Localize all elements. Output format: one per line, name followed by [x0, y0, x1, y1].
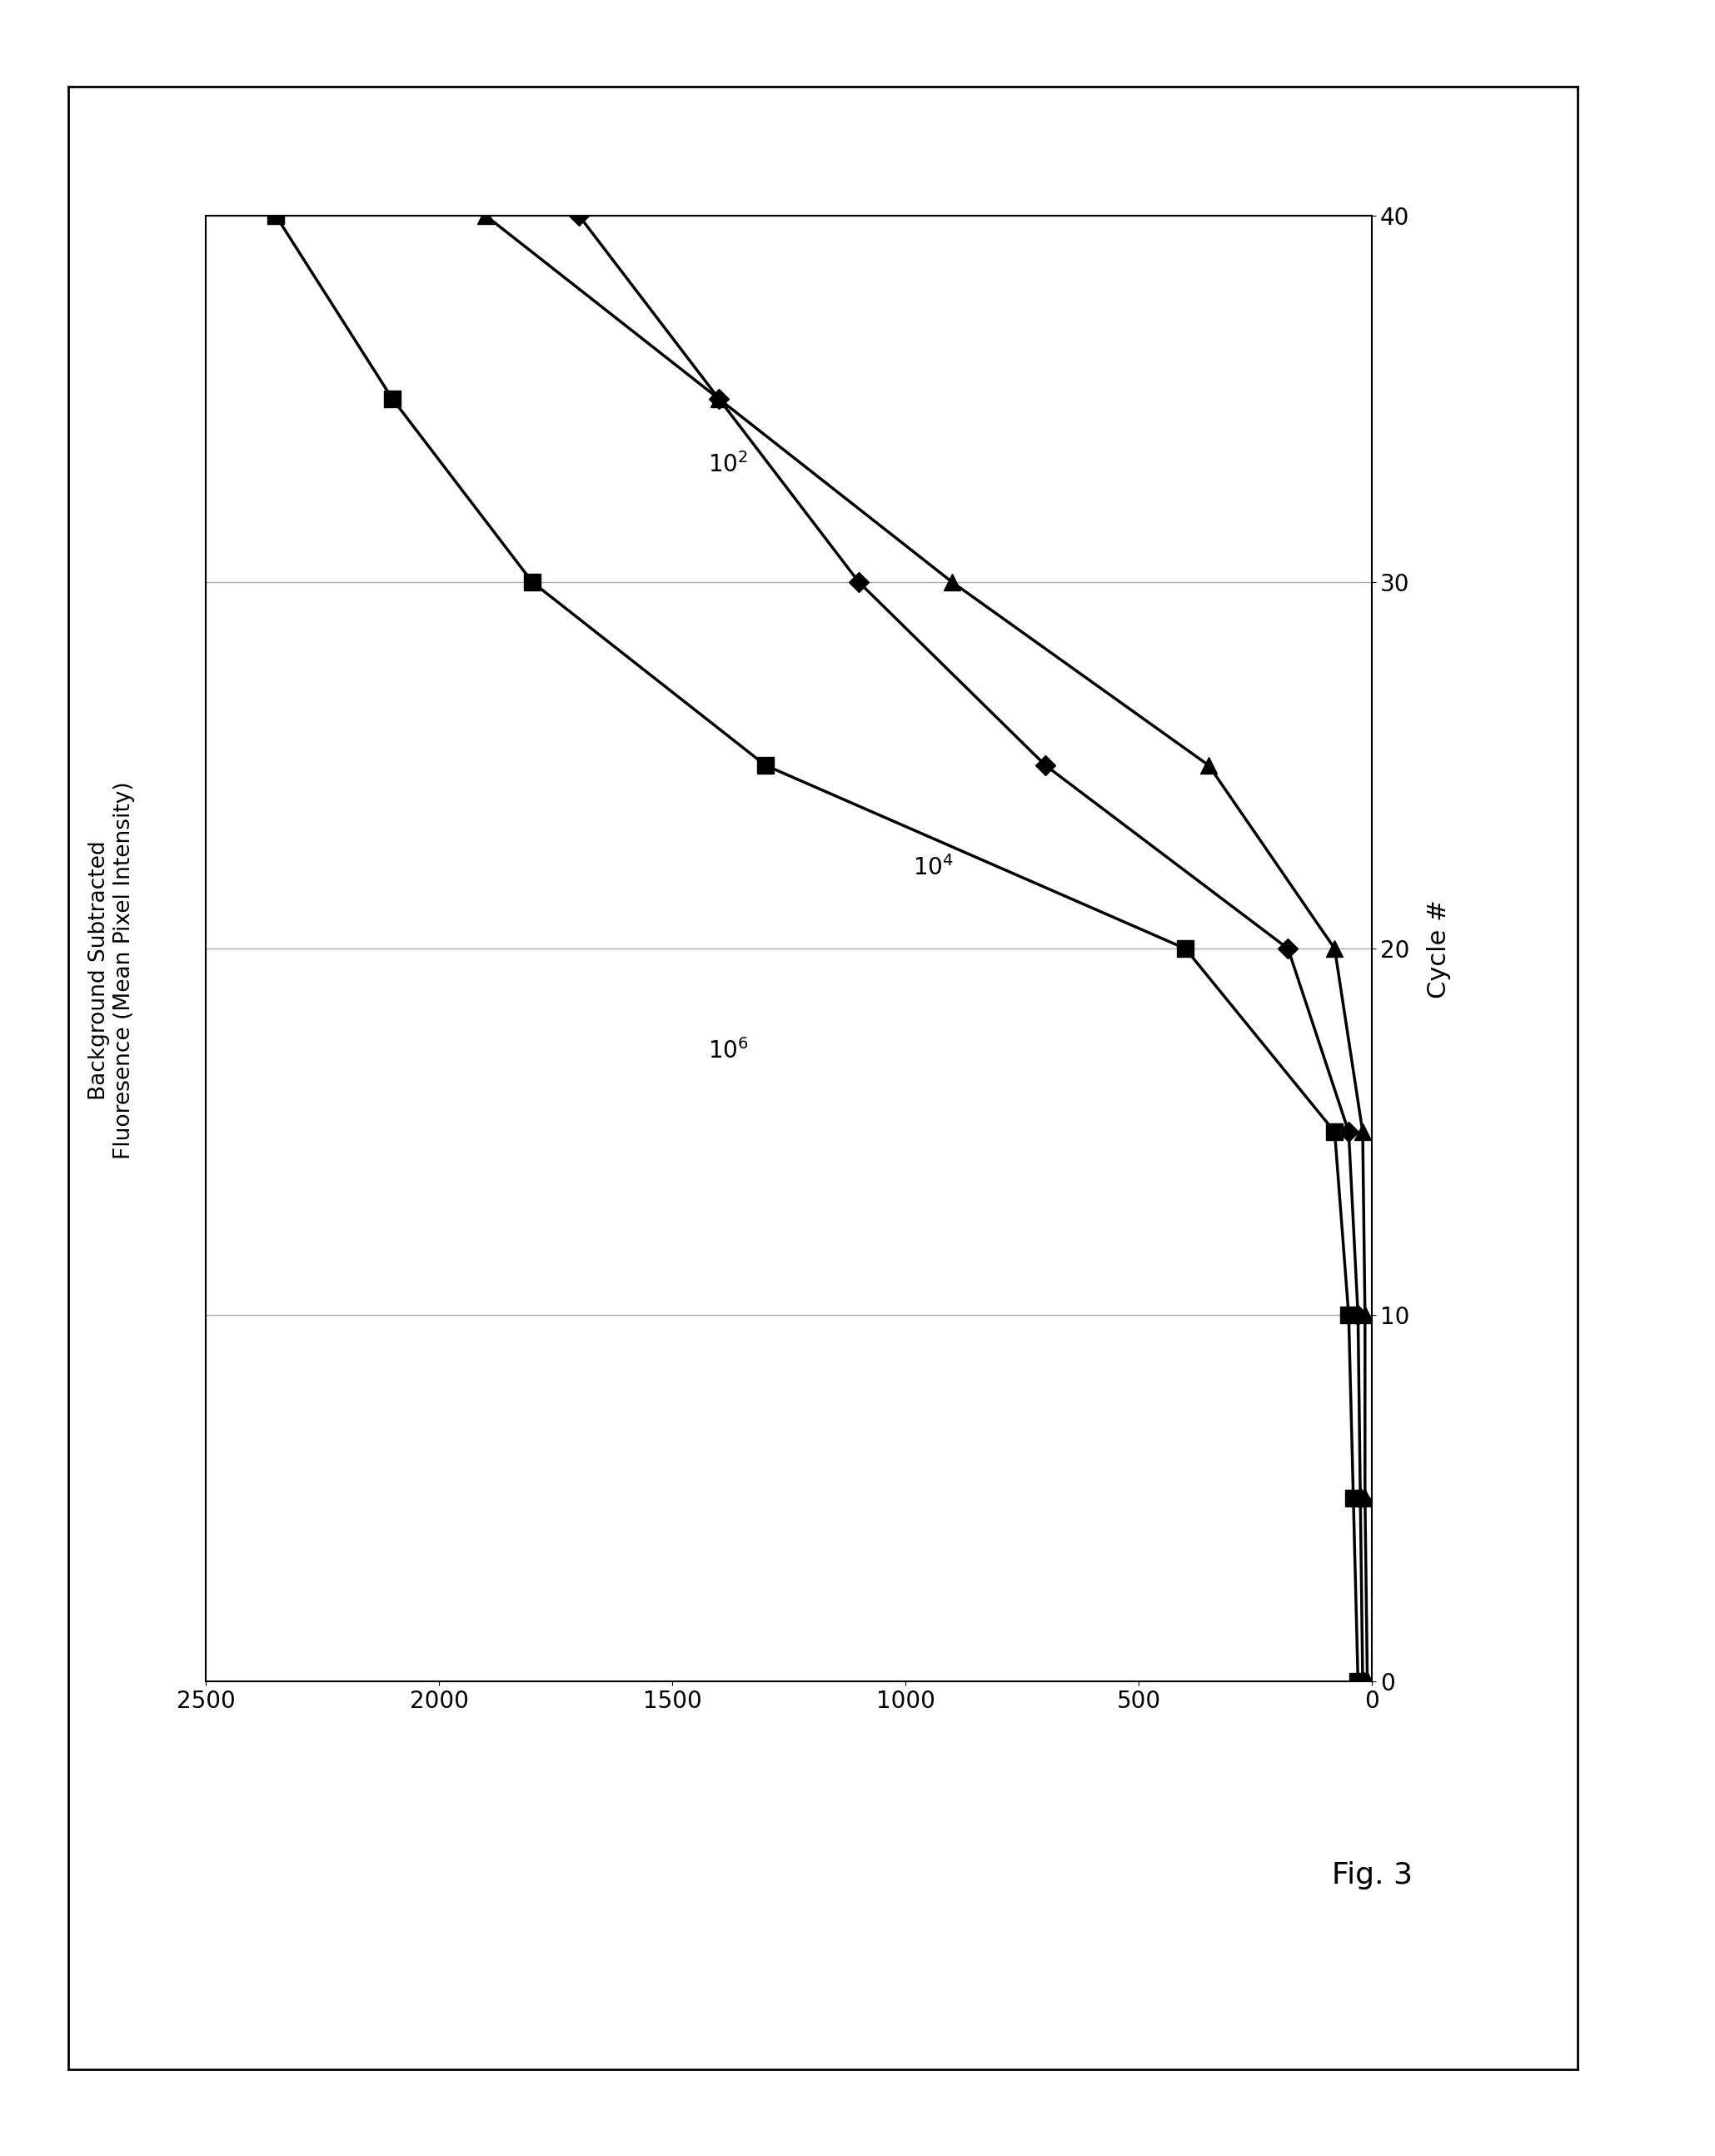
- Text: Background Subtracted
Fluoresence (Mean Pixel Intensity): Background Subtracted Fluoresence (Mean …: [87, 780, 135, 1160]
- Text: $10^{6}$: $10^{6}$: [708, 1039, 748, 1063]
- Y-axis label: Cycle #: Cycle #: [1427, 899, 1451, 998]
- Text: Fig. 3: Fig. 3: [1331, 1861, 1413, 1891]
- Text: $10^{2}$: $10^{2}$: [708, 453, 748, 476]
- Text: $10^{4}$: $10^{4}$: [912, 856, 954, 880]
